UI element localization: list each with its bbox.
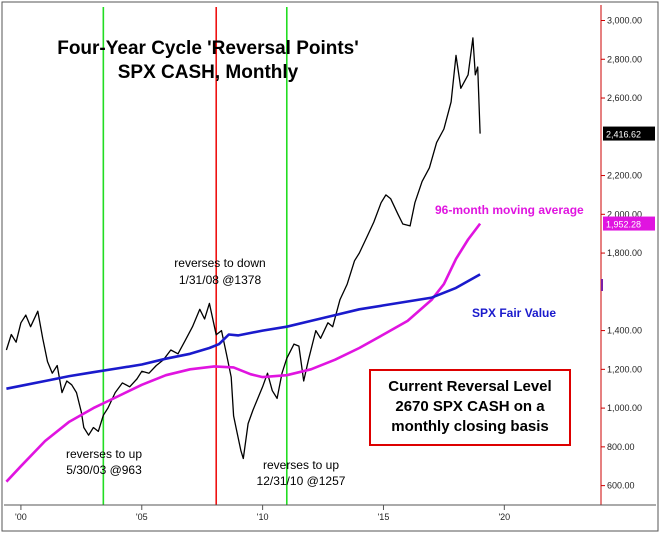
value-flag-box [603, 126, 655, 141]
chart-subtitle: SPX CASH, Monthly [118, 62, 299, 83]
y-tick-label: 800.00 [607, 442, 635, 452]
ma-series-label: 96-month moving average [435, 203, 584, 217]
x-tick-label: '10 [257, 512, 269, 522]
annotation-down-line2: 1/31/08 @1378 [179, 273, 262, 287]
annotation-up1-line1: reverses to up [66, 447, 142, 461]
reversal-level-box [369, 369, 571, 446]
y-tick-label: 2,800.00 [607, 54, 642, 64]
value-flag-label: 2,416.62 [606, 130, 641, 140]
fair-value-series-label: SPX Fair Value [472, 306, 556, 320]
x-tick-label: '15 [378, 512, 390, 522]
x-tick-label: '05 [136, 512, 148, 522]
y-tick-label: 3,000.00 [607, 16, 642, 26]
reversal-box-line3: monthly closing basis [391, 418, 549, 435]
y-axis-ticks: 3,000.00 2,800.00 2,600.00 2,200.00 2,000.00… [601, 16, 642, 491]
reversal-box-line1: Current Reversal Level [388, 378, 551, 395]
reversal-box-line2: 2670 SPX CASH on a [395, 398, 545, 415]
reversal-lines [102, 7, 288, 505]
y-tick-label: 1,000.00 [607, 403, 642, 413]
y-tick-label: 1,200.00 [607, 364, 642, 374]
annotation-up2-line1: reverses to up [263, 458, 339, 472]
series-line-spx-fair-value [6, 273, 481, 390]
y-tick-label: 2,000.00 [607, 209, 642, 219]
x-axis-ticks: '00 '05 '10 '15 '20 [15, 505, 510, 522]
series-lines [5, 37, 482, 483]
value-flag-label: 1,952.28 [606, 220, 641, 230]
y-tick-label: 2,600.00 [607, 93, 642, 103]
y-tick-label: 2,200.00 [607, 171, 642, 181]
annotation-down-line1: reverses to down [174, 256, 265, 270]
y-tick-label: 1,400.00 [607, 326, 642, 336]
annotation-up1-line2: 5/30/03 @963 [66, 463, 142, 477]
series-line-spx-cash [5, 37, 481, 460]
y-tick-label: 600.00 [607, 481, 635, 491]
annotation-up2-line2: 12/31/10 @1257 [257, 474, 346, 488]
y-tick-label: 1,800.00 [607, 248, 642, 258]
x-tick-label: '20 [498, 512, 510, 522]
axis-marker [601, 279, 603, 291]
chart-title: Four-Year Cycle 'Reversal Points' [57, 38, 359, 59]
value-flag-box [603, 216, 655, 231]
x-tick-label: '00 [15, 512, 27, 522]
value-flags: 2,416.62 1,952.28 [603, 126, 655, 231]
